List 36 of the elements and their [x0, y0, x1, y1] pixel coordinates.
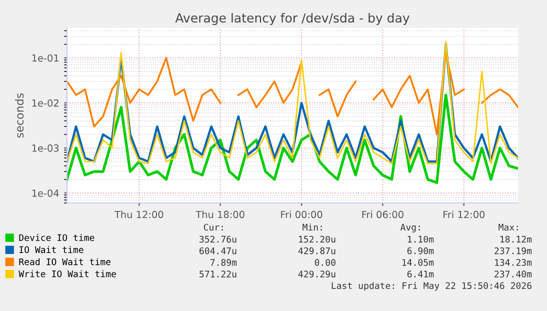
legend-label: Device IO time: [19, 234, 94, 242]
y-tick-label: 1e-03: [32, 144, 59, 152]
y-tick-label: 1e-01: [32, 54, 58, 62]
text: 1.10m: [408, 236, 434, 243]
text: Last update: Fri May 22 15:50:46 2026: [332, 282, 532, 291]
legend-label: Read IO Wait time: [19, 258, 111, 266]
text: 0.00: [314, 259, 336, 266]
text: 604.47u: [200, 247, 236, 254]
text: Avg:: [400, 224, 420, 232]
text: 429.29u: [298, 270, 336, 278]
text: 134.23m: [495, 259, 532, 266]
x-tick-label: Thu 18:00: [196, 210, 244, 218]
text: 237.19m: [494, 247, 532, 254]
text: Cur:: [204, 224, 223, 231]
y-axis-title: seconds: [15, 93, 24, 138]
text: 237.40m: [494, 270, 532, 278]
text: 152.20u: [299, 236, 336, 243]
x-tick-label: Thu 12:00: [114, 210, 164, 218]
y-tick-label: 1e-02: [32, 99, 58, 107]
text: 18.12m: [500, 236, 532, 243]
text: 7.89m: [210, 259, 237, 266]
text: 571.22u: [200, 270, 236, 278]
chart-title: Average latency for /dev/sda - by day: [175, 12, 410, 26]
text: 6.90m: [407, 247, 434, 254]
text: 14.05m: [402, 259, 434, 266]
legend-label: Write IO Wait time: [18, 270, 116, 278]
text: 6.41m: [407, 270, 434, 278]
text: 352.76u: [200, 236, 236, 243]
text: Max:: [498, 224, 518, 231]
x-tick-label: Fri 00:00: [281, 210, 322, 218]
legend-label: IO Wait time: [20, 246, 84, 254]
y-tick-label: 1e-04: [32, 189, 59, 197]
text: Min:: [302, 224, 322, 231]
x-tick-label: Fri 12:00: [443, 210, 485, 218]
text: 429.87u: [298, 247, 336, 254]
x-tick-label: Fri 06:00: [362, 210, 404, 218]
